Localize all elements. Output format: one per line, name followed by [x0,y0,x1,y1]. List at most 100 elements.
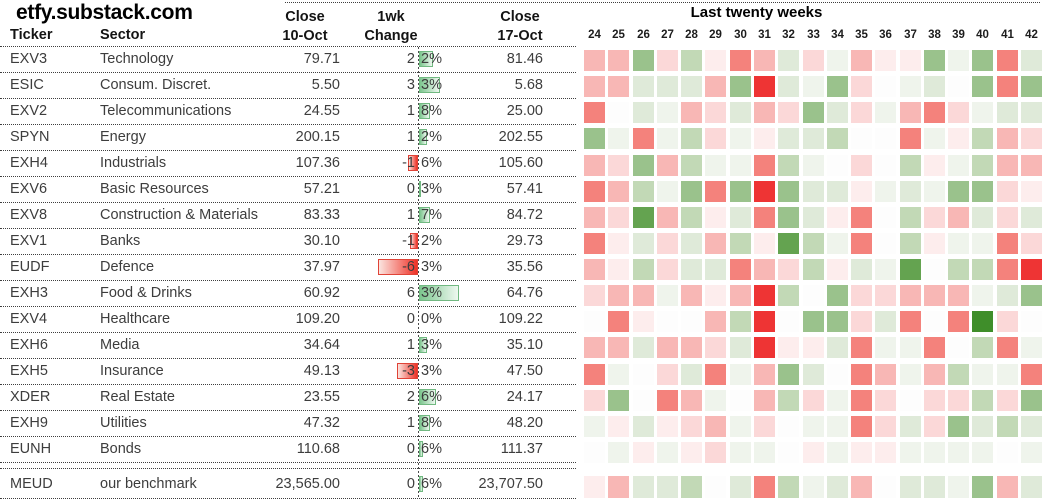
heatmap-cell [657,181,678,202]
heatmap-cell [633,311,654,332]
ticker-cell: EXV6 [10,181,48,197]
heatmap-cell [972,102,993,123]
change-databar [419,77,440,93]
heatmap-cell [730,50,751,71]
heatmap-cell [1021,181,1042,202]
heatmap-cell [900,181,921,202]
heatmap-cell [875,233,896,254]
heatmap-cell [584,155,605,176]
change-int-cell: 0 [406,311,415,327]
change-databar [419,389,436,405]
heatmap-cell [997,364,1018,385]
heatmap-cell [900,311,921,332]
heatmap-cell [851,364,872,385]
change-databar [378,259,418,275]
heatmap-cell [608,102,629,123]
heatmap-cell [730,102,751,123]
heatmap-cell [827,416,848,437]
heatmap-cell [900,50,921,71]
heatmap-cell [851,416,872,437]
heatmap-cell [778,50,799,71]
heatmap-cell [608,76,629,97]
dotted-separator [0,202,576,203]
table-row: EXV8 Construction & Materials 83.33 1 7% 84.7… [0,202,580,228]
heatmap-cell [584,76,605,97]
change-frac-cell: 0% [421,311,442,327]
heatmap-week-label: 42 [1025,29,1038,41]
heatmap-cell [681,337,702,358]
heatmap-cell [681,311,702,332]
sector-cell: Basic Resources [100,181,209,197]
heatmap-cell [875,102,896,123]
heatmap-cell [924,476,945,498]
heatmap-cell [633,76,654,97]
heatmap-cell [972,181,993,202]
heatmap-cell [827,364,848,385]
heatmap-cell [608,390,629,411]
heatmap-cell [948,50,969,71]
heatmap-cell [584,285,605,306]
heatmap-cell [875,128,896,149]
heatmap-cell [705,364,726,385]
heatmap-cell [778,442,799,463]
heatmap-cell [754,364,775,385]
page-title[interactable]: etfy.substack.com [16,1,193,24]
heatmap-cell [924,442,945,463]
heatmap-cell [803,102,824,123]
change-int-cell: 3 [406,77,415,93]
heatmap-cell [657,364,678,385]
heatmap-cell [730,207,751,228]
heatmap-cell [875,155,896,176]
table-row: EUNH Bonds 110.68 0 6% 111.37 [0,436,580,462]
heatmap-cell [584,233,605,254]
heatmap-week-label: 40 [976,29,989,41]
heatmap-cell [803,476,824,498]
heatmap-cell [900,128,921,149]
heatmap-week-label: 34 [831,29,844,41]
sector-cell: Industrials [100,155,167,171]
heatmap-cell [948,476,969,498]
heatmap-cell [681,155,702,176]
ticker-cell: EXH9 [10,415,48,431]
heatmap-cell [900,102,921,123]
heatmap-cell [584,390,605,411]
close-17oct-cell: 29.73 [506,233,543,249]
heatmap-cell [657,259,678,280]
heatmap-cell [608,364,629,385]
heatmap-cell [730,76,751,97]
heatmap-week-label: 29 [709,29,722,41]
heatmap-cell [997,285,1018,306]
heatmap-cell [608,207,629,228]
sector-cell: Food & Drinks [100,285,192,301]
heatmap-cell [827,259,848,280]
heatmap-cell [803,155,824,176]
heatmap-cell [657,76,678,97]
heatmap-cell [851,442,872,463]
heatmap-cell [924,102,945,123]
change-databar [408,155,418,171]
close-17oct-cell: 35.56 [506,259,543,275]
table-row: EXH5 Insurance 49.13 -3 3% 47.50 [0,358,580,384]
table-row: ESIC Consum. Discret. 5.50 3 3% 5.68 [0,72,580,98]
heatmap-cell [1021,233,1042,254]
heatmap-cell [705,50,726,71]
heatmap-cell [681,50,702,71]
heatmap-cell [608,416,629,437]
change-int-cell: 0 [406,441,415,457]
heatmap-cell [657,311,678,332]
heatmap-cell [803,285,824,306]
table-row: XDER Real Estate 23.55 2 6% 24.17 [0,384,580,410]
dotted-separator [0,98,576,99]
column-header-close-10oct-line1: Close [285,9,325,25]
change-frac-cell: 7% [421,207,442,223]
column-header-sector: Sector [100,27,146,43]
heatmap-cell [681,442,702,463]
heatmap-cell [608,181,629,202]
heatmap-week-label: 37 [904,29,917,41]
heatmap-cell [875,337,896,358]
heatmap-cell [778,128,799,149]
dotted-separator [0,332,576,333]
heatmap-cell [827,76,848,97]
heatmap-cell [851,311,872,332]
close-10oct-cell: 110.68 [296,441,340,457]
